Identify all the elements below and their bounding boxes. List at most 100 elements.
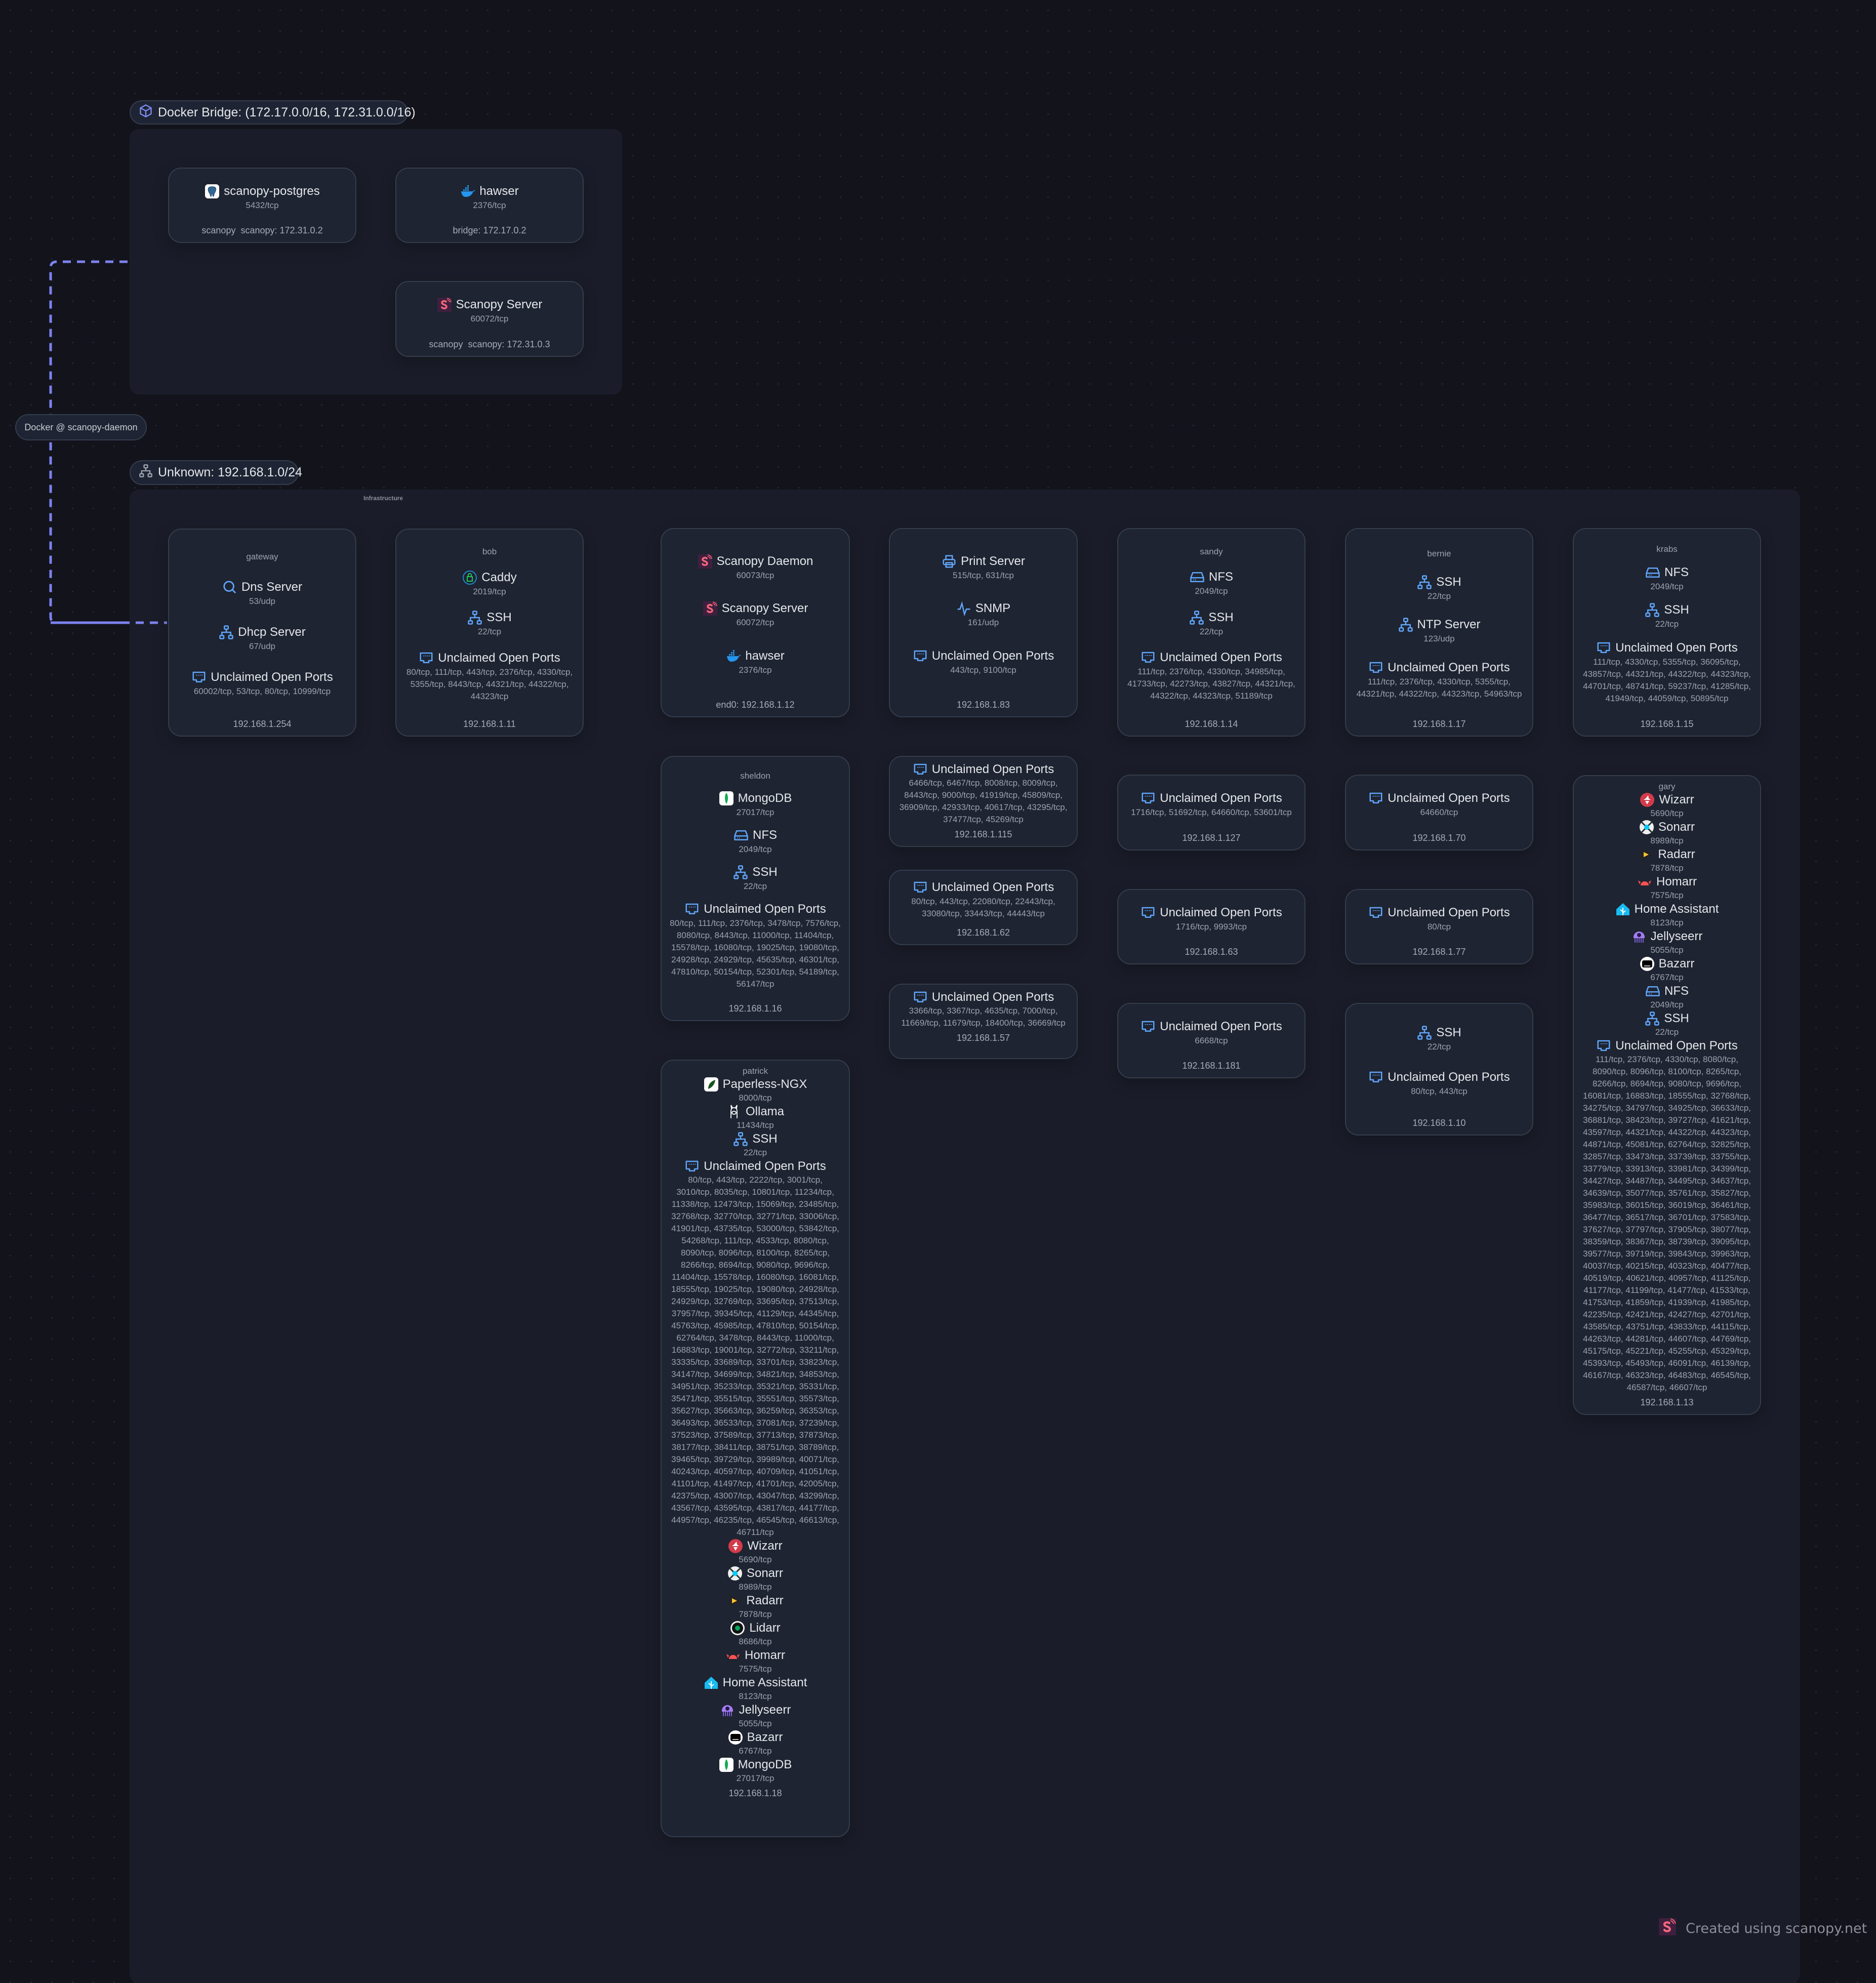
host-services: sandy NFS 2049/tcp SSH 22/tcp Unclaimed Open … bbox=[1118, 529, 1304, 714]
service-item[interactable]: Unclaimed Open Ports 80/tcp, 111/tcp, 237… bbox=[670, 901, 841, 990]
service-item[interactable]: Unclaimed Open Ports 80/tcp bbox=[1368, 905, 1510, 933]
service-item[interactable]: Unclaimed Open Ports 6466/tcp, 6467/tcp, … bbox=[898, 762, 1069, 826]
service-name-row: Dns Server bbox=[222, 579, 302, 595]
service-item[interactable]: Unclaimed Open Ports 80/tcp, 443/tcp, 222… bbox=[670, 1159, 841, 1539]
host-card[interactable]: Unclaimed Open Ports 64660/tcp 192.168.1.7… bbox=[1345, 775, 1533, 851]
service-item[interactable]: SSH 22/tcp bbox=[1645, 602, 1689, 630]
host-card-gary[interactable]: gary Wizarr 5690/tcp Sonarr 8989/tcp Radarr 78… bbox=[1573, 775, 1761, 1415]
host-card[interactable]: Unclaimed Open Ports 3366/tcp, 3367/tcp, … bbox=[889, 984, 1078, 1059]
printer-icon bbox=[942, 554, 957, 569]
service-item[interactable]: hawser 2376/tcp bbox=[726, 648, 785, 676]
service-item[interactable]: NTP Server 123/udp bbox=[1398, 617, 1480, 645]
host-card[interactable]: hawser 2376/tcp bridge: 172.17.0.2 bbox=[395, 168, 584, 243]
service-item[interactable]: scanopy-postgres 5432/tcp bbox=[205, 183, 320, 212]
service-item[interactable]: NFS 2049/tcp bbox=[1190, 569, 1233, 597]
service-item[interactable]: Homarr 7575/tcp bbox=[1637, 874, 1697, 902]
service-item[interactable]: SSH 22/tcp bbox=[1645, 1011, 1689, 1038]
host-card[interactable]: Unclaimed Open Ports 1716/tcp, 9993/tcp 19… bbox=[1117, 889, 1306, 964]
service-item[interactable]: Unclaimed Open Ports 111/tcp, 2376/tcp, 4… bbox=[1354, 660, 1524, 700]
host-card-patrick[interactable]: patrick Paperless-NGX 8000/tcp Ollama 11434/… bbox=[661, 1060, 850, 1837]
service-item[interactable]: SSH 22/tcp bbox=[733, 864, 778, 893]
service-item[interactable]: Dns Server 53/udp bbox=[222, 579, 302, 608]
host-card[interactable]: Unclaimed Open Ports 6466/tcp, 6467/tcp, … bbox=[889, 756, 1078, 847]
watermark-text: Created using scanopy.net bbox=[1686, 1921, 1867, 1936]
service-item[interactable]: SSH 22/tcp bbox=[1417, 574, 1461, 602]
service-item[interactable]: Home Assistant 8123/tcp bbox=[704, 1675, 807, 1703]
service-item[interactable]: Jellyseerr 5055/tcp bbox=[1632, 929, 1702, 956]
service-item[interactable]: Bazarr 6767/tcp bbox=[1640, 956, 1694, 984]
host-card-krabs[interactable]: krabs NFS 2049/tcp SSH 22/tcp Unclaimed Open … bbox=[1573, 528, 1761, 737]
service-item[interactable]: Home Assistant 8123/tcp bbox=[1615, 902, 1719, 929]
host-services: scanopy-postgres 5432/tcp bbox=[169, 169, 355, 221]
service-item[interactable]: Print Server 515/tcp, 631/tcp bbox=[942, 553, 1025, 582]
service-item[interactable]: SSH 22/tcp bbox=[733, 1131, 778, 1159]
service-item[interactable]: hawser 2376/tcp bbox=[460, 183, 519, 212]
service-item[interactable]: NFS 2049/tcp bbox=[1645, 984, 1689, 1011]
host-card[interactable]: SSH 22/tcp Unclaimed Open Ports 80/tcp, 443… bbox=[1345, 1003, 1533, 1136]
service-item[interactable]: Unclaimed Open Ports 111/tcp, 2376/tcp, 4… bbox=[1582, 1038, 1752, 1394]
service-item[interactable]: Bazarr 6767/tcp bbox=[728, 1730, 783, 1757]
service-name-row: NTP Server bbox=[1398, 617, 1480, 633]
host-card[interactable]: Unclaimed Open Ports 6668/tcp 192.168.1.18… bbox=[1117, 1003, 1306, 1078]
subnet-label[interactable]: Unknown: 192.168.1.0/24 bbox=[130, 460, 302, 485]
service-item[interactable]: SSH 22/tcp bbox=[1189, 610, 1234, 638]
service-item[interactable]: Jellyseerr 5055/tcp bbox=[720, 1703, 791, 1730]
service-item[interactable]: Unclaimed Open Ports 60002/tcp, 53/tcp, 8… bbox=[191, 669, 333, 698]
host-card[interactable]: Print Server 515/tcp, 631/tcp SNMP 161/udp U… bbox=[889, 528, 1078, 717]
service-item[interactable]: Scanopy Server 60072/tcp bbox=[703, 600, 808, 629]
host-card[interactable]: scanopy-postgres 5432/tcp scanopy scanopy:… bbox=[168, 168, 356, 243]
service-item[interactable]: Unclaimed Open Ports 443/tcp, 9100/tcp bbox=[913, 648, 1054, 676]
service-item[interactable]: Unclaimed Open Ports 111/tcp, 4330/tcp, 5… bbox=[1582, 640, 1752, 705]
service-item[interactable]: SSH 22/tcp bbox=[1417, 1025, 1461, 1053]
service-item[interactable]: Unclaimed Open Ports 80/tcp, 443/tcp, 220… bbox=[898, 879, 1069, 920]
service-item[interactable]: Ollama 11434/tcp bbox=[726, 1104, 784, 1131]
host-card[interactable]: Scanopy Server 60072/tcp scanopy scanopy: … bbox=[395, 281, 584, 357]
host-card-gateway[interactable]: gateway Dns Server 53/udp Dhcp Server 67/udp… bbox=[168, 529, 356, 737]
service-item[interactable]: Scanopy Server 60072/tcp bbox=[437, 297, 542, 325]
service-item[interactable]: Sonarr 8989/tcp bbox=[1639, 820, 1695, 847]
service-item[interactable]: Unclaimed Open Ports 64660/tcp bbox=[1368, 790, 1510, 819]
host-card-sandy[interactable]: sandy NFS 2049/tcp SSH 22/tcp Unclaimed Open … bbox=[1117, 528, 1306, 737]
service-item[interactable]: Wizarr 5690/tcp bbox=[728, 1539, 783, 1566]
service-item[interactable]: Unclaimed Open Ports 3366/tcp, 3367/tcp, … bbox=[898, 990, 1069, 1029]
host-name: sandy bbox=[1200, 546, 1223, 556]
service-name-row: Scanopy Daemon bbox=[698, 553, 813, 570]
host-address: 192.168.1.14 bbox=[1185, 719, 1238, 729]
host-card-bob[interactable]: bob Caddy 2019/tcp SSH 22/tcp Unclaimed Open … bbox=[395, 529, 584, 737]
service-item[interactable]: Paperless-NGX 8000/tcp bbox=[704, 1077, 807, 1104]
service-item[interactable]: Unclaimed Open Ports 80/tcp, 111/tcp, 443… bbox=[404, 650, 575, 703]
service-item[interactable]: Wizarr 5690/tcp bbox=[1640, 792, 1694, 820]
service-item[interactable]: Dhcp Server 67/udp bbox=[219, 624, 306, 653]
host-card[interactable]: Unclaimed Open Ports 1716/tcp, 51692/tcp,… bbox=[1117, 775, 1306, 851]
service-name-row: Scanopy Server bbox=[437, 297, 542, 313]
watermark[interactable]: Created using scanopy.net bbox=[1658, 1918, 1867, 1939]
service-item[interactable]: Homarr 7575/tcp bbox=[725, 1648, 785, 1675]
service-item[interactable]: Caddy 2019/tcp bbox=[462, 570, 517, 598]
service-item[interactable]: Lidarr 8686/tcp bbox=[730, 1621, 781, 1648]
service-item[interactable]: Unclaimed Open Ports 111/tcp, 2376/tcp, 4… bbox=[1126, 650, 1296, 702]
service-item[interactable]: NFS 2049/tcp bbox=[733, 827, 777, 856]
docker-bridge-label[interactable]: Docker Bridge: (172.17.0.0/16, 172.31.0.… bbox=[130, 100, 416, 125]
service-item[interactable]: Sonarr 8989/tcp bbox=[727, 1566, 783, 1593]
service-item[interactable]: Scanopy Daemon 60073/tcp bbox=[698, 553, 813, 582]
service-item[interactable]: Unclaimed Open Ports 6668/tcp bbox=[1140, 1019, 1282, 1047]
service-item[interactable]: Unclaimed Open Ports 1716/tcp, 9993/tcp bbox=[1140, 905, 1282, 933]
service-item[interactable]: Unclaimed Open Ports 80/tcp, 443/tcp bbox=[1368, 1069, 1510, 1098]
host-card[interactable]: Scanopy Daemon 60073/tcp Scanopy Server 600… bbox=[661, 528, 850, 717]
service-item[interactable]: MongoDB 27017/tcp bbox=[719, 790, 792, 819]
docker-bridge-title: Docker Bridge: (172.17.0.0/16, 172.31.0.… bbox=[158, 105, 416, 119]
service-name: Radarr bbox=[746, 1594, 784, 1607]
service-item[interactable]: Unclaimed Open Ports 1716/tcp, 51692/tcp,… bbox=[1131, 790, 1292, 819]
service-item[interactable]: SNMP 161/udp bbox=[956, 600, 1010, 629]
service-item[interactable]: MongoDB 27017/tcp bbox=[719, 1757, 792, 1785]
service-item[interactable]: SSH 22/tcp bbox=[467, 610, 512, 638]
service-item[interactable]: Radarr 7878/tcp bbox=[1639, 847, 1695, 874]
service-item[interactable]: NFS 2049/tcp bbox=[1645, 564, 1689, 593]
host-card[interactable]: Unclaimed Open Ports 80/tcp, 443/tcp, 220… bbox=[889, 870, 1078, 945]
host-card[interactable]: Unclaimed Open Ports 80/tcp 192.168.1.77 bbox=[1345, 889, 1533, 964]
host-card-sheldon[interactable]: sheldon MongoDB 27017/tcp NFS 2049/tcp SSH 22/… bbox=[661, 756, 850, 1021]
service-ports: 22/tcp bbox=[1655, 1027, 1679, 1037]
service-item[interactable]: Radarr 7878/tcp bbox=[727, 1593, 784, 1621]
host-card-bernie[interactable]: bernie SSH 22/tcp NTP Server 123/udp Unclaime… bbox=[1345, 528, 1533, 737]
service-name-row: SNMP bbox=[956, 600, 1010, 617]
